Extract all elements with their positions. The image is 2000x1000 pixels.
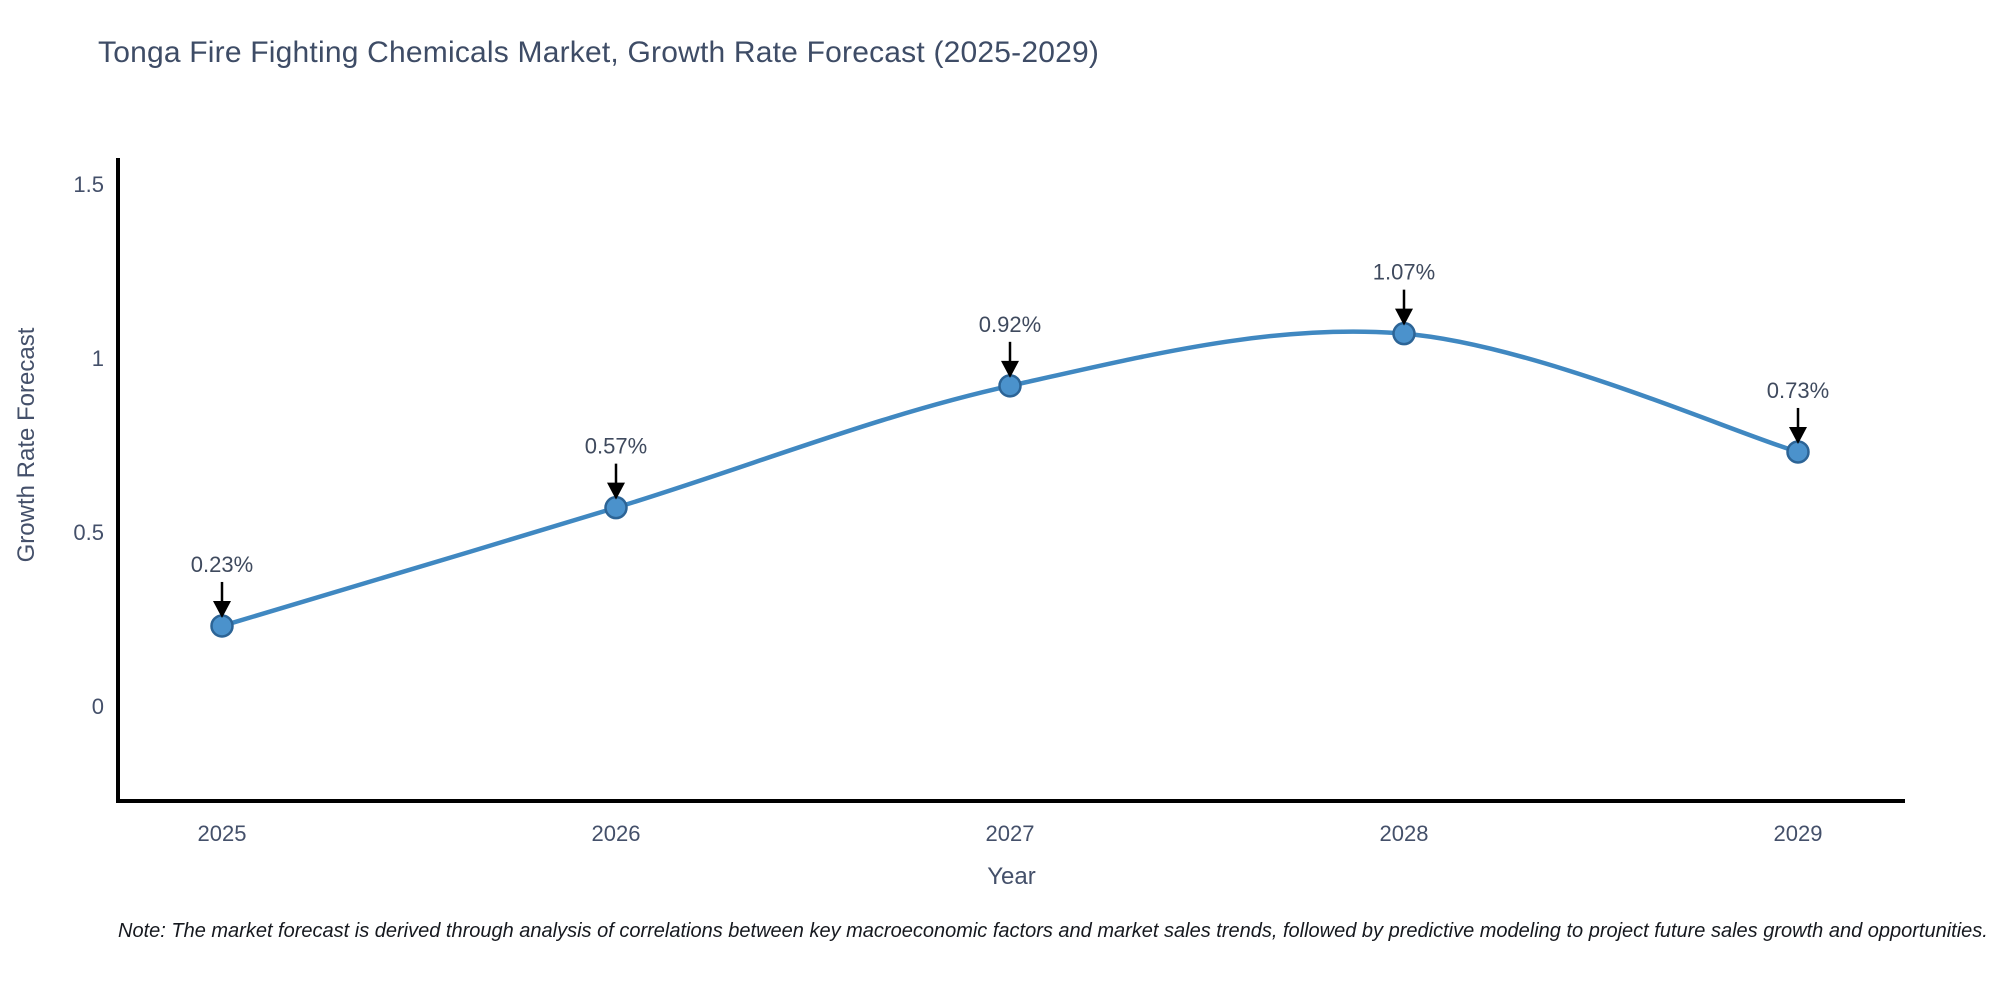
y-tick-label: 0 xyxy=(92,694,104,719)
y-tick-label: 1 xyxy=(92,346,104,371)
data-point-marker xyxy=(604,495,628,520)
data-point-marker xyxy=(210,614,234,638)
annotation-label: 0.23% xyxy=(191,552,253,577)
data-point-marker xyxy=(1786,440,1810,464)
annotation-arrowhead xyxy=(1001,360,1019,378)
x-tick-label: 2025 xyxy=(198,821,247,846)
annotation-label: 0.57% xyxy=(585,434,647,459)
x-axis-title: Year xyxy=(987,863,1036,890)
data-point-marker xyxy=(1392,321,1416,346)
x-tick-label: 2028 xyxy=(1380,821,1429,846)
annotation-label: 0.92% xyxy=(979,312,1041,337)
annotation-arrowhead xyxy=(607,482,625,500)
annotation-label: 1.07% xyxy=(1373,260,1435,285)
y-tick-label: 0.5 xyxy=(73,520,104,545)
y-axis-title: Growth Rate Forecast xyxy=(13,327,40,562)
annotation-label: 0.73% xyxy=(1767,378,1829,403)
annotation-arrowhead xyxy=(1395,308,1413,326)
x-tick-label: 2027 xyxy=(986,821,1035,846)
annotation-arrowhead xyxy=(213,600,231,618)
annotation-arrowhead xyxy=(1789,426,1807,444)
y-tick-label: 1.5 xyxy=(73,172,104,197)
chart-title: Tonga Fire Fighting Chemicals Market, Gr… xyxy=(98,36,1100,69)
footnote-text: Note: The market forecast is derived thr… xyxy=(118,920,1988,942)
data-point-marker xyxy=(998,374,1022,398)
x-tick-label: 2026 xyxy=(592,821,641,846)
x-tick-label: 2029 xyxy=(1774,821,1823,846)
